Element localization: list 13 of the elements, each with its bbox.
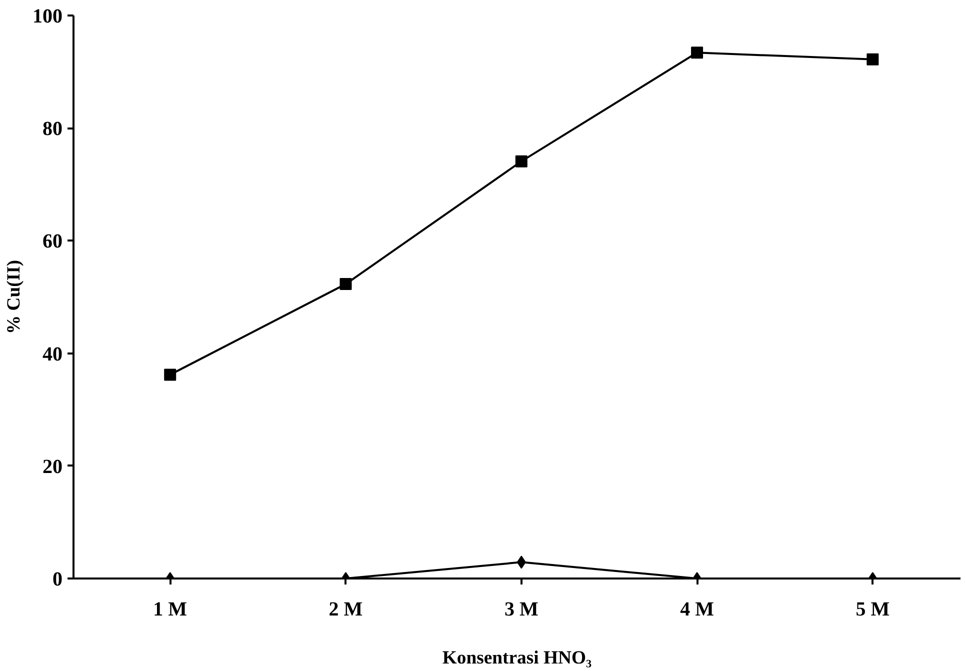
y-tick-label: 40: [42, 343, 62, 366]
y-tick-label: 60: [42, 230, 62, 253]
x-tick-label: 1 M: [153, 598, 188, 620]
x-tick-label: 4 M: [680, 598, 714, 620]
x-tick-label: 3 M: [504, 598, 538, 620]
x-tick-label: 5 M: [856, 598, 890, 620]
x-tick-label: 2 M: [328, 598, 363, 620]
y-tick-label: 20: [42, 456, 62, 478]
y-axis-title: % Cu(II): [4, 260, 24, 334]
y-tick-label: 0: [52, 568, 62, 590]
y-tick-label: 80: [42, 118, 62, 140]
x-axis-title: Konsentrasi HNO₃: [442, 648, 592, 668]
y-tick-label: 100: [32, 6, 62, 28]
